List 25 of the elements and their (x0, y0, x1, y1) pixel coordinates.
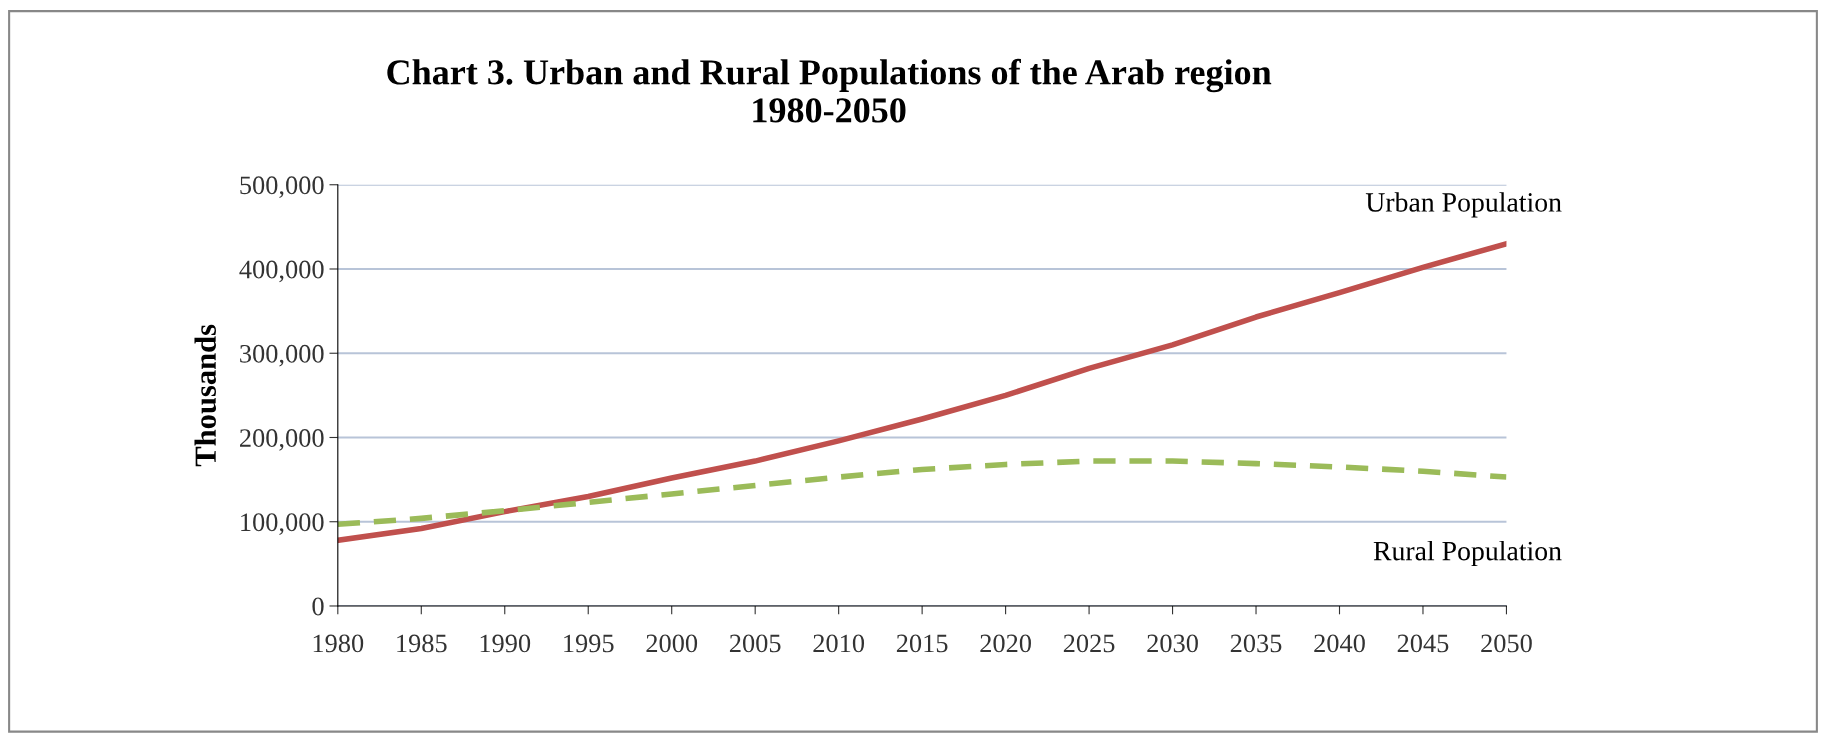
chart-title: Chart 3. Urban and Rural Populations of the Arab region 1980-2050 (387, 58, 1272, 123)
text: Rural Population (1373, 540, 1562, 567)
x-tick-label: 1980 (313, 634, 364, 653)
y-tick-label: 300,000 (240, 344, 324, 367)
x-tick-label: 2025 (1063, 634, 1115, 653)
x-tick-label: 2020 (980, 634, 1031, 653)
x-tick-label: 2015 (896, 634, 948, 653)
y-tick-label: 200,000 (240, 429, 324, 451)
x-tick-label: 2035 (1230, 634, 1282, 653)
x-tick-label: 2005 (729, 634, 781, 653)
x-tick-label: 1995 (564, 634, 614, 653)
y-tick-label: 100,000 (241, 513, 324, 535)
x-tick-label: 2000 (646, 634, 698, 653)
y-axis-title: Thousands (194, 324, 217, 467)
x-tick-label: 2040 (1314, 634, 1365, 653)
x-tick-label: 2010 (813, 634, 865, 653)
x-tick-label: 2050 (1481, 634, 1532, 653)
y-tick-label: 500,000 (240, 176, 324, 198)
series-label: Urban Population (1365, 192, 1562, 218)
x-tick-label: 2045 (1397, 634, 1449, 653)
x-tick-label: 1990 (480, 634, 531, 653)
x-tick-label: 2030 (1147, 634, 1198, 653)
y-tick-label: 400,000 (239, 260, 324, 283)
x-tick-label: 1985 (397, 634, 447, 653)
y-tick-label: 0 (312, 597, 324, 616)
